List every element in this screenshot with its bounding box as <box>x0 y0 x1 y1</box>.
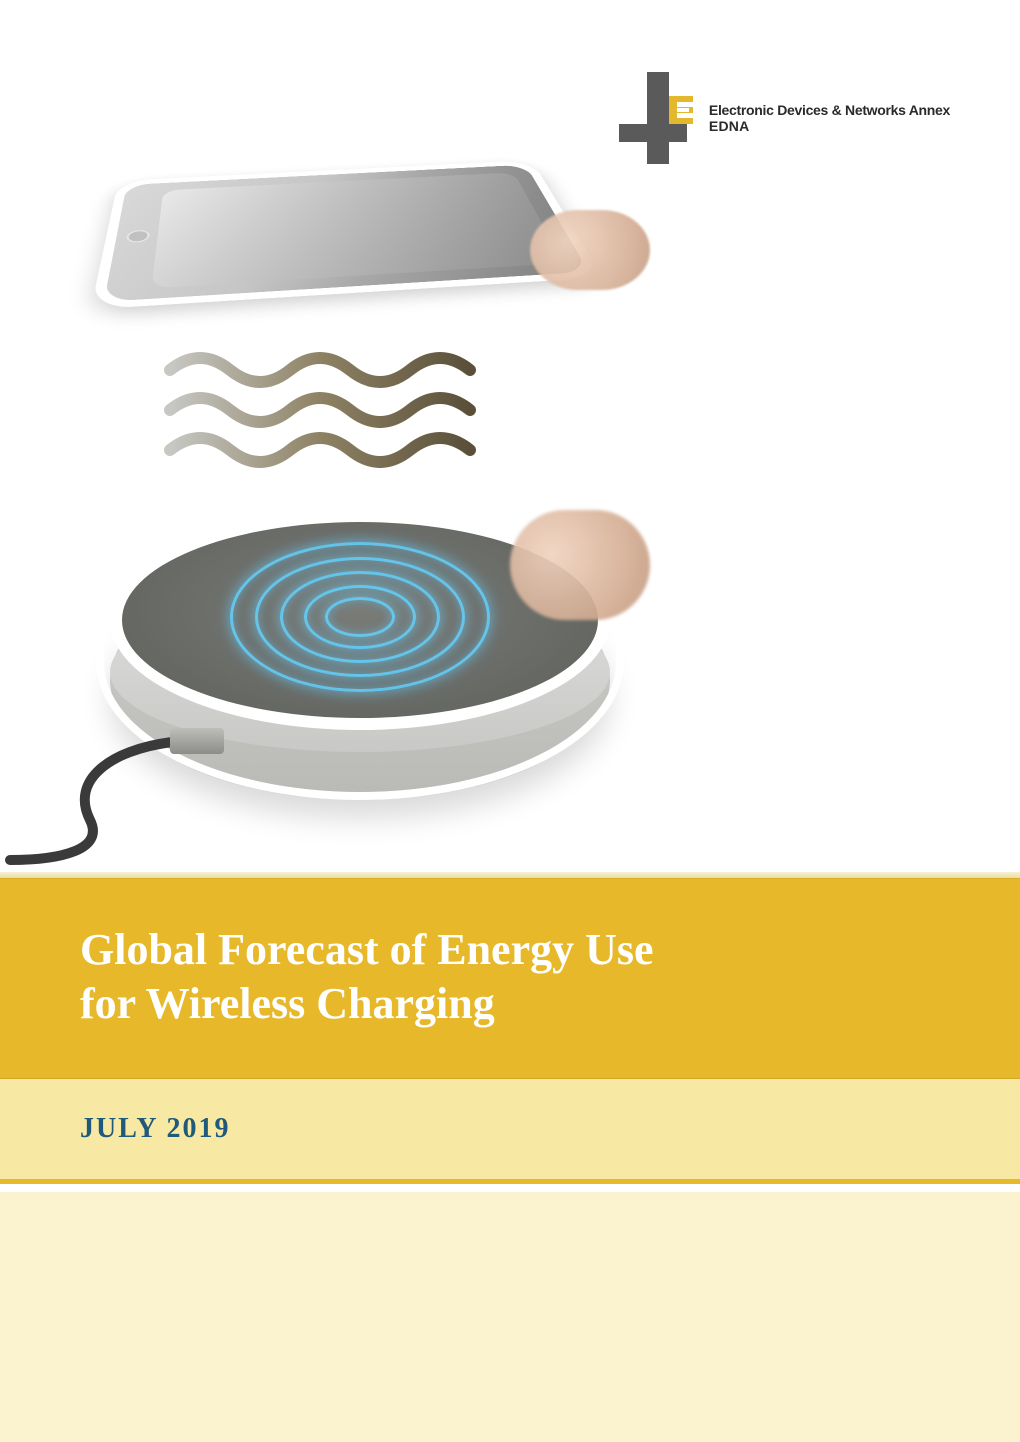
report-title: Global Forecast of Energy Use for Wirele… <box>80 923 940 1030</box>
smartphone-device <box>91 160 603 309</box>
title-band-wrap: Global Forecast of Energy Use for Wirele… <box>0 872 1020 1192</box>
logo-annex-line2: EDNA <box>709 118 950 134</box>
publication-date: JULY 2019 <box>80 1113 940 1145</box>
cable-plug-icon <box>170 728 224 754</box>
upper-white-area: Electronic Devices & Networks Annex EDNA <box>0 0 1020 872</box>
title-line-1: Global Forecast of Energy Use <box>80 925 654 974</box>
induction-coil-glow-icon <box>230 542 490 692</box>
power-cable <box>50 720 350 880</box>
wireless-waves-icon <box>160 350 520 470</box>
bottom-pale-area <box>0 1192 1020 1442</box>
date-band: JULY 2019 <box>0 1079 1020 1181</box>
logo-text: Electronic Devices & Networks Annex EDNA <box>709 72 950 134</box>
four-e-logo-icon <box>619 72 699 164</box>
logo-annex-line1: Electronic Devices & Networks Annex <box>709 102 950 118</box>
report-cover-page: Electronic Devices & Networks Annex EDNA <box>0 0 1020 1442</box>
logo-area: Electronic Devices & Networks Annex EDNA <box>619 72 950 164</box>
cover-illustration <box>90 120 630 820</box>
finger-bottom <box>510 510 650 620</box>
title-line-2: for Wireless Charging <box>80 979 495 1028</box>
finger-top <box>530 210 650 290</box>
title-band: Global Forecast of Energy Use for Wirele… <box>0 878 1020 1079</box>
